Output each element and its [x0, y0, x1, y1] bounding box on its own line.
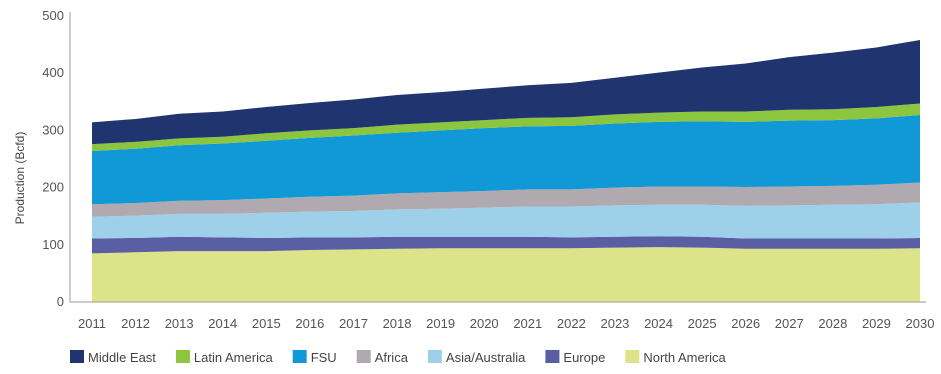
- x-tick-2016: 2016: [295, 316, 324, 331]
- legend-swatch-fsu: [292, 350, 307, 363]
- x-tick-2014: 2014: [208, 316, 237, 331]
- area-europe: [92, 236, 920, 254]
- x-tick-2021: 2021: [513, 316, 542, 331]
- x-tick-2030: 2030: [906, 316, 935, 331]
- area-asia-australia: [92, 202, 920, 239]
- y-tick-labels: 0 100 200 300 400 500: [42, 8, 64, 309]
- legend-label-latin-america: Latin America: [194, 350, 274, 365]
- area-north-america: [92, 247, 920, 302]
- x-tick-2028: 2028: [818, 316, 847, 331]
- legend-label-middle-east: Middle East: [88, 350, 156, 365]
- area-fsu: [92, 114, 920, 205]
- x-tick-2027: 2027: [775, 316, 804, 331]
- y-tick-400: 400: [42, 65, 64, 80]
- legend-item-middle-east: Middle East: [70, 350, 156, 365]
- areas-layer: [92, 40, 920, 302]
- y-tick-200: 200: [42, 180, 64, 195]
- legend-item-latin-america: Latin America: [175, 350, 274, 365]
- legend-item-asia-australia: Asia/Australia: [427, 350, 526, 365]
- x-tick-labels: 2011 2012 2013 2014 2015 2016 2017 2018 2019 2020…: [78, 316, 934, 331]
- axis-layer: [69, 12, 926, 303]
- x-tick-2018: 2018: [383, 316, 412, 331]
- y-tick-0: 0: [57, 294, 64, 309]
- area-middle-east: [92, 40, 920, 145]
- area-africa: [92, 182, 920, 217]
- legend-label-fsu: FSU: [311, 350, 337, 365]
- x-tick-2029: 2029: [862, 316, 891, 331]
- x-tick-2012: 2012: [121, 316, 150, 331]
- legend-swatch-asia-australia: [427, 350, 442, 363]
- legend-label-africa: Africa: [375, 350, 409, 365]
- legend-swatch-africa: [356, 350, 371, 363]
- x-tick-2017: 2017: [339, 316, 368, 331]
- x-tick-2022: 2022: [557, 316, 586, 331]
- x-tick-2025: 2025: [688, 316, 717, 331]
- legend-swatch-north-america: [625, 350, 640, 363]
- x-tick-2015: 2015: [252, 316, 281, 331]
- y-axis-title: Production (Bcfd): [13, 132, 27, 225]
- x-tick-2020: 2020: [470, 316, 499, 331]
- legend-item-north-america: North America: [625, 350, 726, 365]
- legend-swatch-middle-east: [70, 350, 84, 363]
- legend-swatch-europe: [545, 350, 560, 363]
- legend-label-north-america: North America: [643, 350, 726, 365]
- legend-label-europe: Europe: [563, 350, 605, 365]
- x-tick-2013: 2013: [165, 316, 194, 331]
- legend-item-africa: Africa: [356, 350, 409, 365]
- x-tick-2019: 2019: [426, 316, 455, 331]
- area-latin-america: [92, 103, 920, 151]
- x-tick-2011: 2011: [78, 316, 106, 331]
- legend-label-asia-australia: Asia/Australia: [446, 350, 526, 365]
- x-tick-2023: 2023: [600, 316, 629, 331]
- y-tick-100: 100: [42, 237, 64, 252]
- x-tick-2026: 2026: [731, 316, 760, 331]
- x-tick-2024: 2024: [644, 316, 673, 331]
- legend-item-europe: Europe: [545, 350, 605, 365]
- y-tick-500: 500: [42, 8, 64, 23]
- legend-item-fsu: FSU: [292, 350, 337, 365]
- legend-swatch-latin-america: [175, 350, 190, 363]
- legend: Middle East Latin America FSU Africa Asia/Au…: [70, 350, 726, 365]
- y-tick-300: 300: [42, 122, 64, 137]
